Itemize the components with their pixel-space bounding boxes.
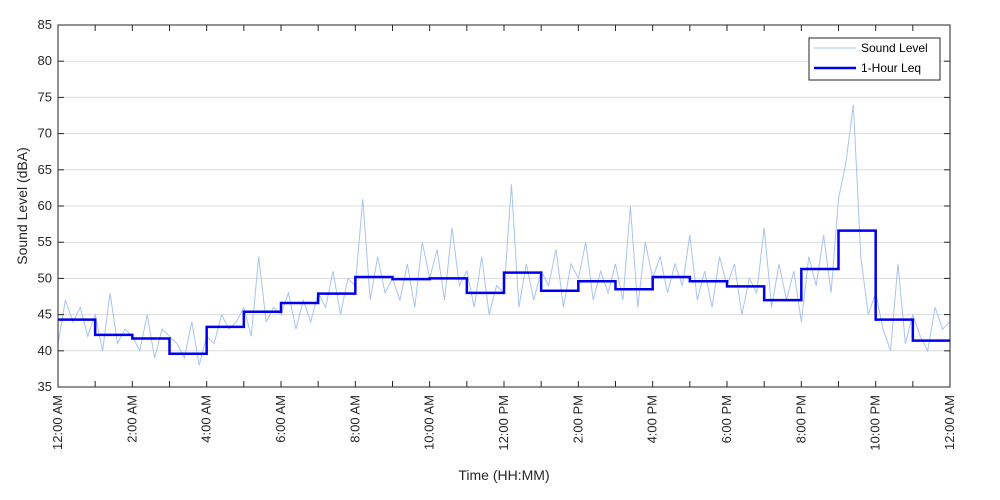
x-tick-label: 10:00 AM <box>422 395 437 450</box>
x-tick-label: 10:00 PM <box>868 395 883 451</box>
leq-step-line <box>58 229 950 355</box>
x-tick-label: 8:00 PM <box>793 395 808 443</box>
y-tick-label: 75 <box>38 89 52 104</box>
legend-label-1-hour-leq: 1-Hour Leq <box>861 61 921 75</box>
y-tick-label: 60 <box>38 198 52 213</box>
legend: Sound Level 1-Hour Leq <box>808 37 941 81</box>
x-tick-label: 12:00 AM <box>50 395 65 450</box>
x-tick-label: 6:00 PM <box>719 395 734 443</box>
series-1-hour-leq <box>58 229 950 355</box>
x-tick-label: 8:00 AM <box>347 395 362 443</box>
x-tick-label: 2:00 AM <box>124 395 139 443</box>
y-axis-label: Sound Level (dBA) <box>14 147 30 265</box>
legend-label-sound-level: Sound Level <box>861 41 928 55</box>
y-tick-label: 35 <box>38 379 52 394</box>
x-axis-label: Time (HH:MM) <box>458 467 549 483</box>
y-tick-label: 45 <box>38 307 52 322</box>
legend-box <box>808 37 941 81</box>
y-tick-label: 65 <box>38 162 52 177</box>
y-tick-label: 55 <box>38 234 52 249</box>
y-tick-label: 85 <box>38 17 52 32</box>
y-tick-label: 80 <box>38 53 52 68</box>
x-tick-label: 2:00 PM <box>570 395 585 443</box>
y-tick-label: 40 <box>38 343 52 358</box>
y-axis: 35 40 45 50 55 60 65 70 75 80 85 <box>38 17 950 394</box>
x-tick-label: 6:00 AM <box>273 395 288 443</box>
x-tick-label: 4:00 AM <box>199 395 214 443</box>
x-tick-label: 12:00 PM <box>496 395 511 451</box>
y-tick-label: 70 <box>38 126 52 141</box>
x-axis: 12:00 AM 2:00 AM 4:00 AM 6:00 AM 8:00 AM 10:0… <box>50 25 957 451</box>
y-tick-label: 50 <box>38 270 52 285</box>
x-tick-label: 4:00 PM <box>645 395 660 443</box>
x-tick-label: 12:00 AM <box>942 395 957 450</box>
